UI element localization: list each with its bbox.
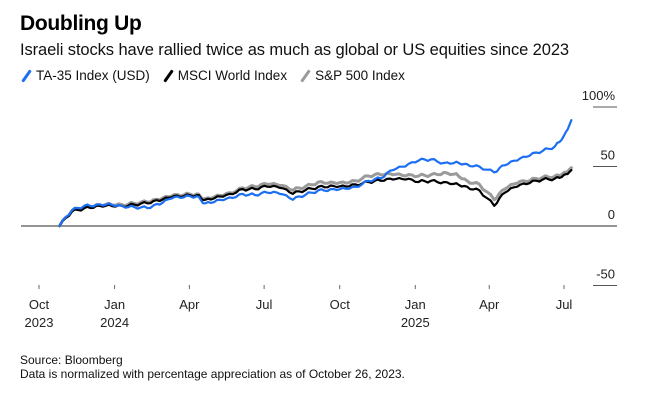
x-tick-label: Oct [29,297,50,312]
series-line-msci-world [58,169,573,228]
x-tick-label: Oct [330,297,351,312]
legend-item-msci: MSCI World Index [162,68,287,83]
chart-subtitle: Israeli stocks have rallied twice as muc… [20,41,569,59]
chart-footer: Source: Bloomberg Data is normalized wit… [20,353,405,381]
y-tick-label: 0 [608,207,615,222]
x-tick-label: Jan [104,297,125,312]
series-line-ta35 [58,118,573,228]
x-tick-label: Jan [405,297,426,312]
y-axis: 100% 50 0 -50 [582,88,617,287]
legend-item-ta35: TA-35 Index (USD) [20,68,150,83]
legend: TA-35 Index (USD) MSCI World Index S&P 5… [20,68,405,83]
x-tick-label: Apr [479,297,500,312]
y-tick-label: 50 [601,148,615,163]
x-tick-year-label: 2024 [100,315,129,330]
x-tick-label: Jul [256,297,273,312]
series-line-sp500 [58,166,573,228]
series-layer [58,118,573,228]
chart-title: Doubling Up [20,12,142,35]
x-tick-label: Jul [556,297,573,312]
source-note: Source: Bloomberg [20,353,123,367]
legend-item-sp500: S&P 500 Index [299,68,405,83]
x-tick-year-label: 2023 [25,315,54,330]
legend-label-sp500: S&P 500 Index [315,68,405,83]
normalization-note: Data is normalized with percentage appre… [20,367,405,381]
x-tick-label: Apr [179,297,200,312]
y-tick-label: 100% [582,88,616,103]
x-tick-year-label: 2025 [401,315,430,330]
legend-label-msci: MSCI World Index [177,68,288,83]
legend-label-ta35: TA-35 Index (USD) [36,68,150,83]
y-tick-label: -50 [596,267,615,282]
x-axis: Oct 2023 Jan 2024 Apr Jul Oct Jan 2025 Apr Jul [25,285,573,330]
